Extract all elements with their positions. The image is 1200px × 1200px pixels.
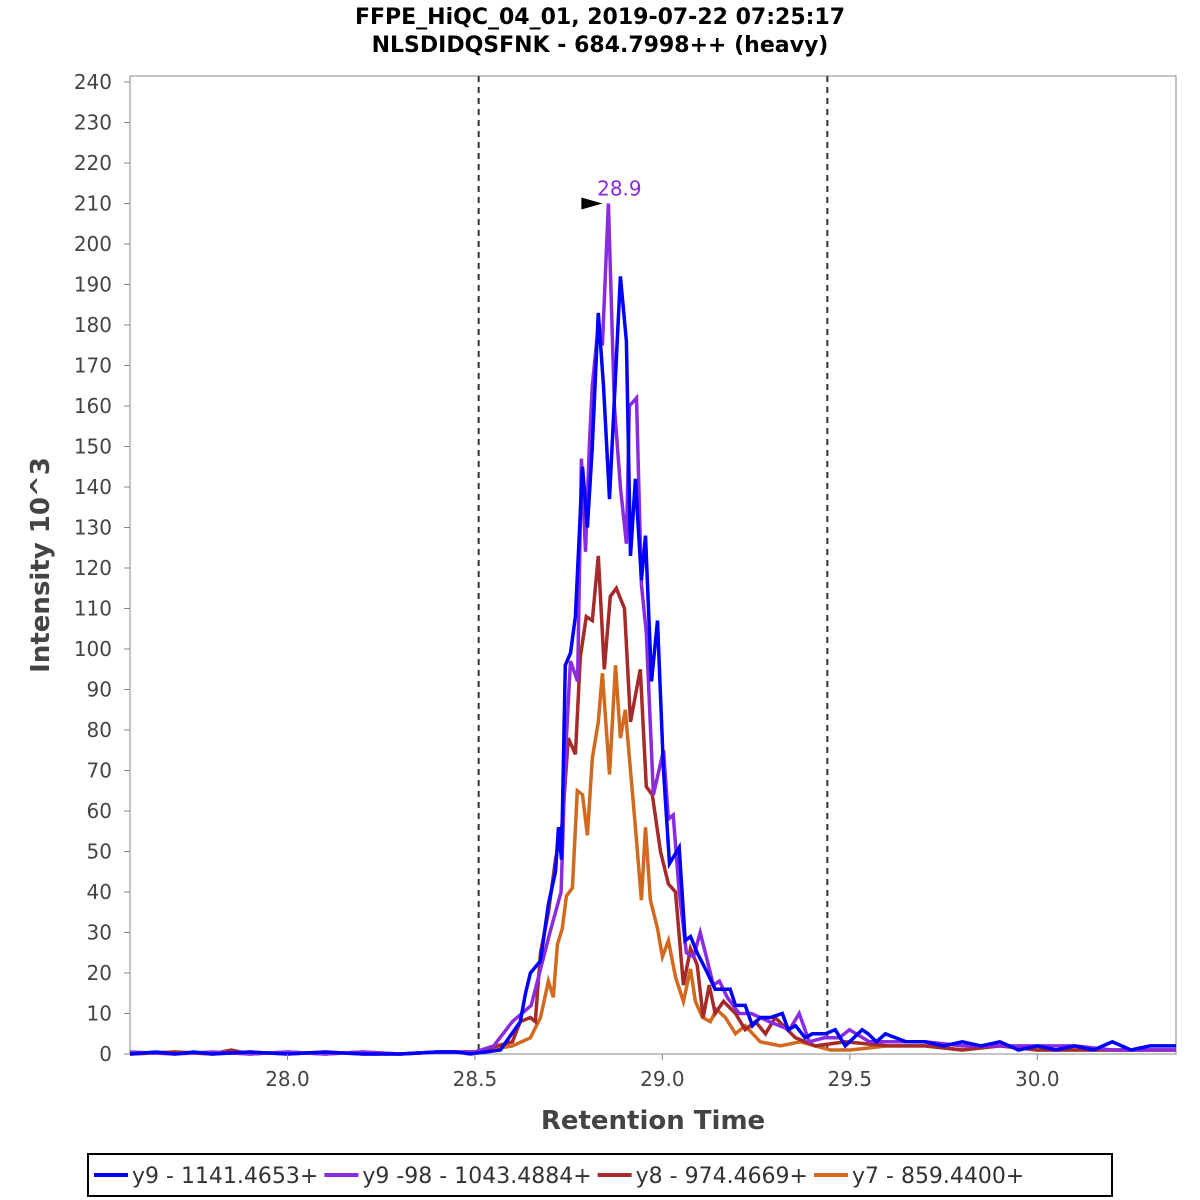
- y-tick-label: 70: [87, 759, 112, 783]
- chart-subtitle: NLSDIDQSFNK - 684.7998++ (heavy): [372, 33, 829, 58]
- y-axis-title: Intensity 10^3: [26, 457, 56, 673]
- y-tick-label: 190: [74, 273, 112, 297]
- plot-area: [129, 75, 1177, 1055]
- x-tick-label: 30.0: [1015, 1067, 1060, 1091]
- y-tick-label: 80: [87, 718, 112, 742]
- legend-label: y8 - 974.4669+: [636, 1164, 808, 1189]
- y-tick-label: 230: [74, 111, 112, 135]
- y-tick-label: 210: [74, 192, 112, 216]
- y-tick-label: 140: [74, 475, 112, 499]
- y-tick-label: 40: [87, 880, 112, 904]
- y-tick-label: 160: [74, 394, 112, 418]
- x-tick-label: 28.5: [453, 1067, 498, 1091]
- y-tick-label: 200: [74, 232, 112, 256]
- series-line: [129, 203, 1176, 1056]
- y-tick-label: 100: [74, 637, 112, 661]
- y-tick-label: 20: [87, 961, 112, 985]
- x-axis-title: Retention Time: [541, 1106, 765, 1136]
- peak-label: 28.9: [597, 177, 642, 201]
- x-tick-label: 28.0: [265, 1067, 310, 1091]
- x-tick-label: 29.0: [640, 1067, 685, 1091]
- x-tick-label: 29.5: [828, 1067, 873, 1091]
- y-tick-label: 120: [74, 556, 112, 580]
- y-tick-label: 150: [74, 435, 112, 459]
- legend-label: y9 -98 - 1043.4884+: [362, 1164, 591, 1189]
- y-tick-label: 90: [87, 678, 112, 702]
- y-tick-label: 170: [74, 354, 112, 378]
- y-tick-label: 60: [87, 799, 112, 823]
- y-tick-label: 130: [74, 516, 112, 540]
- y-tick-label: 240: [74, 70, 112, 94]
- y-tick-label: 30: [87, 921, 112, 945]
- peak-arrow-icon: [581, 197, 603, 210]
- y-tick-label: 0: [99, 1042, 112, 1066]
- series-line: [129, 276, 1176, 1056]
- chart-title: FFPE_HiQC_04_01, 2019-07-22 07:25:17: [355, 5, 845, 30]
- y-tick-label: 10: [87, 1002, 112, 1026]
- legend-label: y9 - 1141.4653+: [132, 1164, 318, 1189]
- y-tick-label: 50: [87, 840, 112, 864]
- legend-label: y7 - 859.4400+: [852, 1164, 1024, 1189]
- y-tick-label: 220: [74, 151, 112, 175]
- y-tick-label: 110: [74, 597, 112, 621]
- y-tick-label: 180: [74, 313, 112, 337]
